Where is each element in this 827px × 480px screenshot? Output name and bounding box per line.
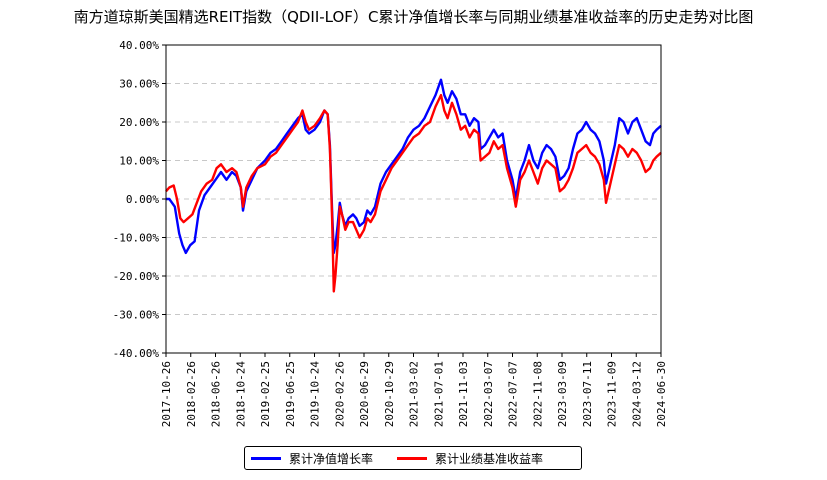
- tick-labels: -40.00% -30.00% -20.00% -10.00% 0.00% 10.00% 2…: [113, 39, 668, 427]
- x-tick-label: 2019-06-25: [284, 361, 297, 427]
- x-tick-label: 2021-11-03: [457, 361, 470, 427]
- y-tick-label: 0.00%: [126, 193, 159, 206]
- x-tick-label: 2024-06-30: [655, 361, 668, 427]
- x-tick-label: 2018-02-26: [185, 361, 198, 427]
- axes: [162, 44, 662, 357]
- plot-frame: [165, 44, 662, 354]
- x-tick-label: 2023-07-11: [581, 361, 594, 427]
- chart-title: 南方道琼斯美国精选REIT指数（QDII-LOF）C累计净值增长率与同期业绩基准…: [73, 8, 754, 26]
- x-tick-label: 2024-03-12: [630, 361, 643, 427]
- y-tick-label: 10.00%: [119, 155, 159, 168]
- y-tick-label: 30.00%: [119, 78, 159, 91]
- series-lines: [165, 78, 662, 293]
- legend-swatch-nav: [251, 456, 281, 460]
- x-tick-label: 2020-10-29: [383, 361, 396, 427]
- x-tick-label: 2017-10-26: [160, 361, 173, 427]
- legend-label-benchmark: 累计业绩基准收益率: [435, 451, 544, 466]
- series-line-nav: [166, 78, 662, 255]
- y-tick-label: -10.00%: [113, 232, 160, 245]
- legend: 累计净值增长率 累计业绩基准收益率: [244, 446, 582, 470]
- x-tick-label: 2021-07-01: [432, 361, 445, 427]
- x-tick-label: 2019-02-25: [259, 361, 272, 427]
- x-tick-label: 2023-03-09: [556, 361, 569, 427]
- y-tick-label: -20.00%: [113, 270, 160, 283]
- x-tick-label: 2018-06-26: [210, 361, 223, 427]
- legend-swatch-benchmark: [397, 456, 428, 460]
- grid-lines: [166, 83, 661, 315]
- x-tick-label: 2022-11-08: [531, 361, 544, 427]
- legend-item-nav: 累计净值增长率: [251, 450, 373, 467]
- x-tick-label: 2018-10-24: [234, 361, 247, 428]
- x-tick-label: 2019-10-24: [309, 361, 322, 428]
- x-tick-label: 2021-03-02: [408, 361, 421, 427]
- legend-item-benchmark: 累计业绩基准收益率: [397, 450, 543, 467]
- x-tick-label: 2020-02-26: [333, 361, 346, 427]
- x-tick-label: 2022-07-07: [507, 361, 520, 427]
- x-tick-label: 2023-11-09: [606, 361, 619, 427]
- legend-label-nav: 累计净值增长率: [289, 451, 374, 466]
- y-tick-label: -30.00%: [113, 309, 160, 322]
- x-tick-label: 2022-03-07: [482, 361, 495, 427]
- y-tick-label: 20.00%: [119, 116, 159, 129]
- y-tick-label: 40.00%: [119, 39, 159, 52]
- series-line-benchmark: [165, 93, 662, 293]
- y-tick-label: -40.00%: [113, 347, 160, 360]
- x-tick-label: 2020-06-29: [358, 361, 371, 427]
